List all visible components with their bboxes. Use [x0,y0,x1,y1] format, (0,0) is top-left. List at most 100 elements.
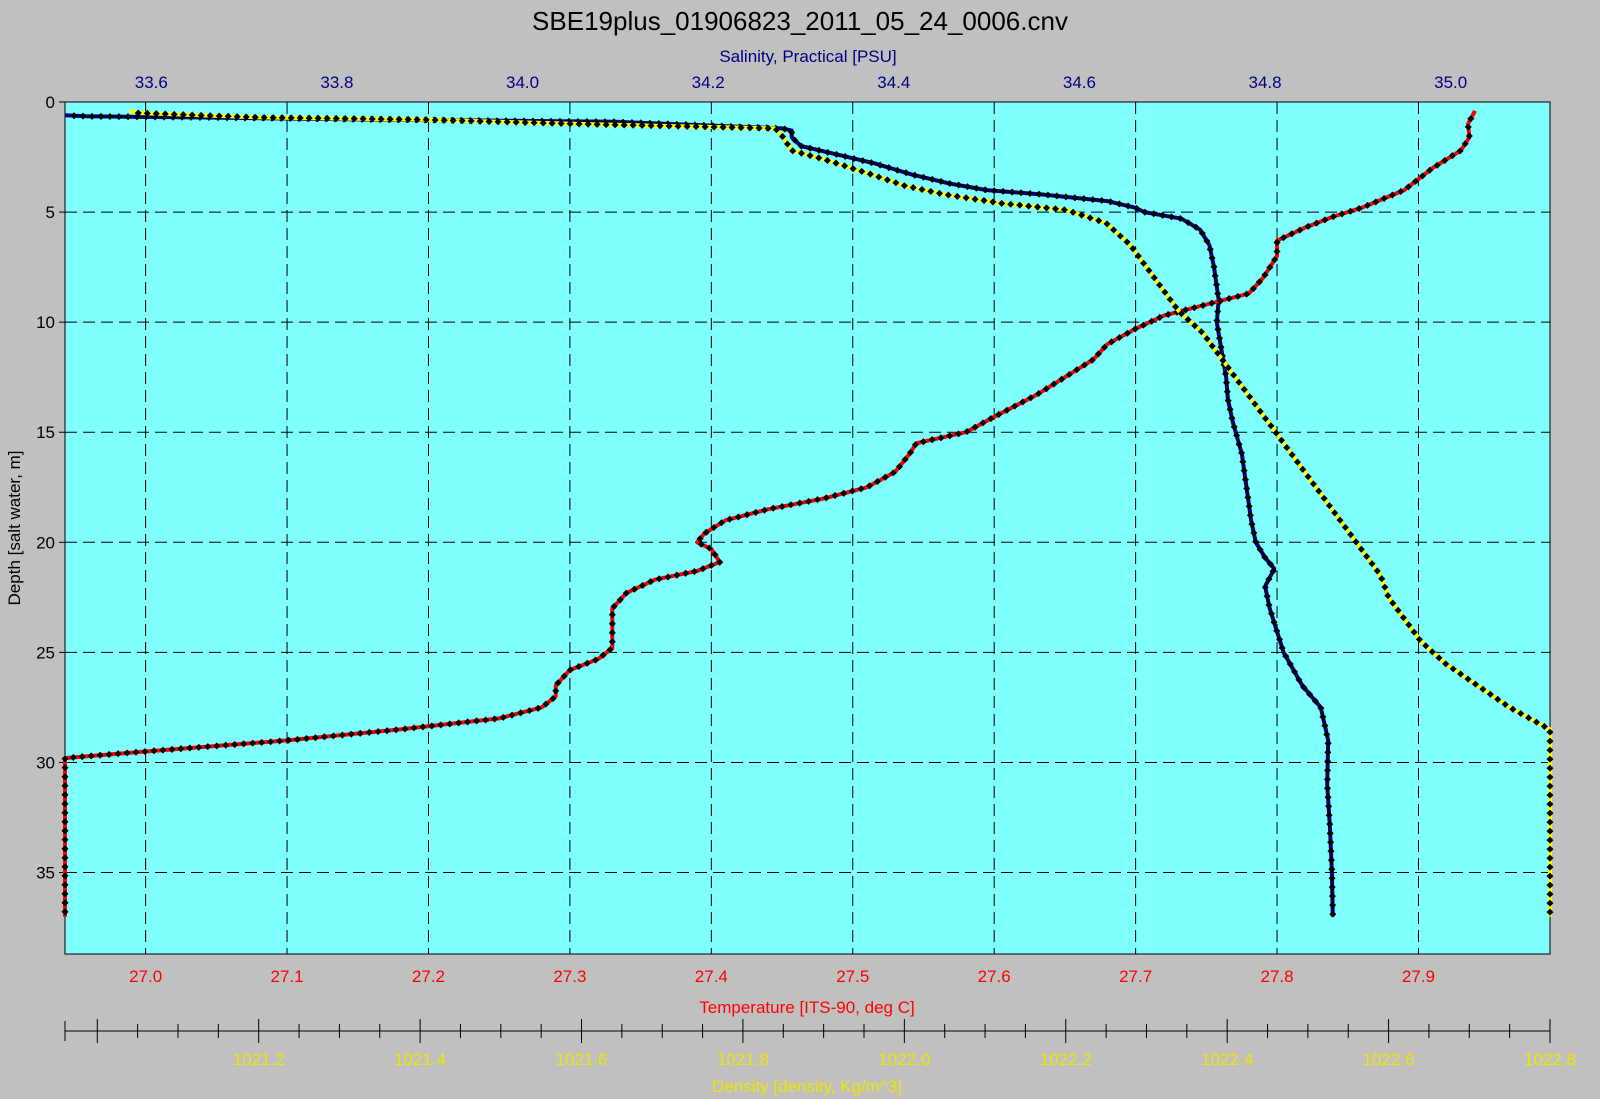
density-data-point [1501,700,1509,708]
temperature-data-point [599,651,607,659]
salinity-data-point [1286,660,1294,668]
temperature-data-point [743,511,751,519]
salinity-data-point [1328,892,1336,900]
density-data-point [260,113,268,122]
density-data-point [1214,349,1222,357]
density-data-point [1546,863,1554,871]
density-data-point [841,162,849,170]
density-data-point [1224,364,1232,372]
temperature-data-point [622,589,630,597]
temperature-data-point [616,596,624,604]
depth-tick-label: 35 [36,864,55,883]
density-data-point [206,112,214,120]
salinity-data-point [1324,739,1332,747]
temperature-data-point [473,717,481,725]
density-data-point [944,191,952,199]
density-data-point [778,132,787,140]
salinity-data-point [1317,704,1325,712]
temperature-data-point [1164,310,1172,318]
density-data-point [823,156,831,164]
temperature-data-point [374,728,382,736]
density-data-point [1381,583,1389,591]
density-tick-label: 1021.2 [233,1050,285,1069]
density-data-point [1546,827,1554,835]
density-data-point [188,111,196,119]
density-data-point [918,185,926,194]
chart-title: SBE19plus_01906823_2011_05_24_0006.cnv [532,6,1068,36]
temperature-data-point [608,620,616,628]
temperature-data-point [995,410,1003,418]
temperature-axis-label: Temperature [ITS-90, deg C] [699,998,914,1017]
salinity-data-point [115,113,123,121]
temperature-data-point [946,432,954,440]
temperature-data-point [575,662,583,671]
temperature-data-point [848,487,856,495]
density-tick-label: 1021.6 [556,1050,608,1069]
salinity-data-point [1328,874,1336,882]
temperature-data-point [365,728,373,736]
salinity-tick-label: 34.6 [1063,73,1096,92]
temperature-data-point [525,707,533,715]
density-tick-label: 1021.8 [717,1050,769,1069]
depth-tick-label: 0 [46,93,55,112]
salinity-data-point [1248,520,1256,528]
temperature-data-point [560,672,568,680]
density-data-point [953,192,961,200]
temperature-data-point [583,659,591,667]
density-data-point [1191,322,1199,330]
density-data-point [233,113,241,121]
salinity-data-point [1327,856,1335,864]
density-data-point [287,114,295,122]
salinity-tick-label: 33.6 [135,73,168,92]
density-data-point [962,194,970,202]
salinity-data-point [981,186,989,194]
salinity-data-point [1210,263,1218,271]
temperature-data-point [647,578,655,586]
temperature-tick-label: 27.3 [553,967,586,986]
temperature-data-point [1461,140,1469,148]
temperature-data-point [1456,147,1464,155]
salinity-data-point [1328,883,1336,891]
temperature-data-point [240,740,248,748]
temperature-data-point [508,711,516,719]
salinity-data-point [1300,683,1308,691]
temperature-data-point [1027,394,1035,402]
salinity-data-point [1263,592,1271,600]
density-data-point [161,110,169,118]
density-data-point [728,123,736,131]
density-data-point [1546,764,1554,772]
temperature-data-point [320,733,328,741]
density-data-point [1546,890,1554,898]
salinity-data-point [1265,575,1273,583]
density-data-point [1331,509,1339,517]
temperature-data-point [428,722,436,730]
density-data-point [368,115,376,123]
density-data-point [593,120,601,128]
density-data-point [503,118,511,126]
density-data-point [530,119,538,127]
salinity-data-point [1221,370,1230,378]
temperature-data-point [311,734,319,742]
temperature-data-point [592,656,600,664]
salinity-data-point [841,152,849,161]
density-data-point [1172,303,1180,311]
salinity-data-point [1326,820,1334,828]
temperature-tick-label: 27.0 [129,967,162,986]
density-data-point [1145,266,1153,275]
salinity-data-point [1261,553,1269,561]
density-data-point [152,110,160,118]
temperature-data-point [499,713,507,721]
density-data-point [1378,575,1386,583]
temperature-data-point [204,743,212,751]
salinity-data-point [999,187,1007,195]
density-data-point [296,114,304,122]
density-data-point [386,115,394,123]
density-data-point [1546,800,1554,808]
salinity-data-point [1198,229,1206,237]
salinity-data-point [1215,334,1224,342]
temperature-data-point [222,741,230,749]
salinity-data-point [867,159,875,167]
temperature-data-point [401,725,409,733]
temperature-data-point [769,504,777,512]
temperature-data-point [87,752,95,760]
